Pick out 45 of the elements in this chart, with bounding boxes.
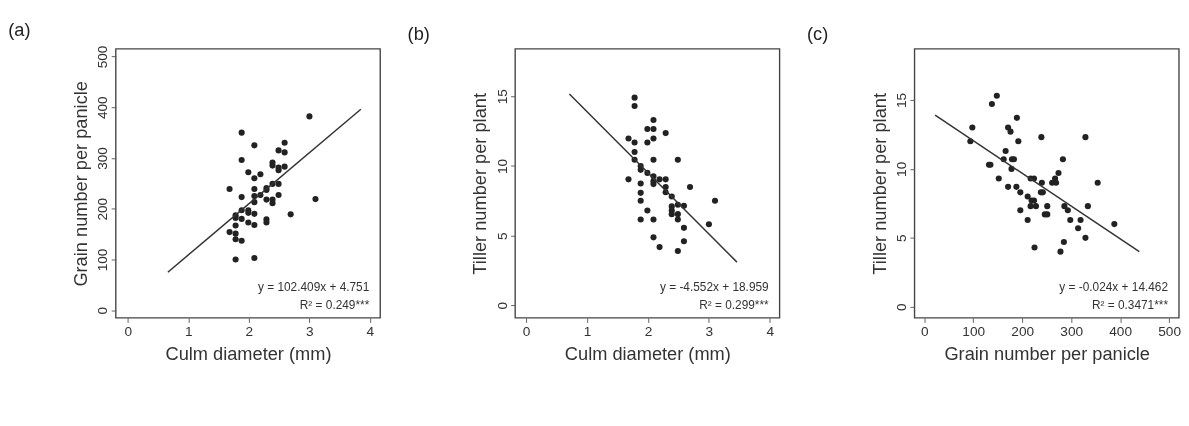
x-axis-title: Culm diameter (mm) — [564, 343, 731, 365]
x-tick-label: 200 — [1011, 323, 1035, 339]
x-tick-label: 0 — [522, 323, 531, 339]
x-tick-label: 300 — [1060, 323, 1084, 339]
y-tick-label: 0 — [893, 303, 909, 312]
y-tick-label: 15 — [893, 92, 909, 108]
x-tick-label: 2 — [245, 323, 254, 339]
y-tick-label: 400 — [95, 95, 111, 120]
x-tick-label: 4 — [766, 323, 775, 339]
annotation: R² = 0.299*** — [699, 297, 770, 312]
y-tick-label: 500 — [95, 45, 111, 69]
x-tick-label: 400 — [1109, 323, 1133, 339]
x-tick-label: 3 — [306, 323, 314, 339]
y-axis-title: Tiller number per plant — [469, 93, 491, 275]
x-tick-label: 0 — [124, 323, 133, 339]
y-axis-title: Tiller number per plant — [868, 93, 890, 275]
y-tick-label: 10 — [893, 161, 909, 177]
annotation: R² = 0.3471*** — [1091, 297, 1169, 312]
x-axis-title: Grain number per panicle — [944, 343, 1150, 365]
y-tick-label: 10 — [494, 158, 510, 175]
y-tick-label: 15 — [494, 88, 510, 105]
y-tick-label: 0 — [494, 301, 510, 310]
y-tick-label: 5 — [893, 234, 909, 243]
y-tick-label: 5 — [494, 231, 510, 240]
annotation: y = -0.024x + 14.462 — [1059, 279, 1169, 294]
x-tick-label: 500 — [1158, 323, 1182, 339]
x-tick-label: 3 — [705, 323, 714, 339]
y-tick-label: 300 — [95, 146, 111, 170]
chart-title: (c) — [806, 22, 829, 44]
y-tick-label: 200 — [95, 197, 111, 221]
chart-title: (a) — [8, 18, 31, 40]
x-axis-title: Culm diameter (mm) — [165, 343, 332, 365]
y-tick-label: 100 — [95, 248, 111, 272]
x-tick-label: 100 — [962, 323, 986, 339]
x-tick-label: 0 — [920, 323, 929, 339]
annotation: y = -4.552x + 18.959 — [660, 279, 770, 294]
x-tick-label: 1 — [583, 323, 592, 339]
chart-title: (b) — [407, 22, 430, 44]
y-axis-title: Grain number per panicle — [70, 81, 92, 287]
y-tick-label: 0 — [95, 306, 111, 315]
x-tick-label: 1 — [185, 323, 193, 339]
annotation: R² = 0.249*** — [299, 297, 370, 312]
x-tick-label: 2 — [644, 323, 653, 339]
x-tick-label: 4 — [366, 323, 375, 339]
annotation: y = 102.409x + 4.751 — [257, 279, 370, 294]
